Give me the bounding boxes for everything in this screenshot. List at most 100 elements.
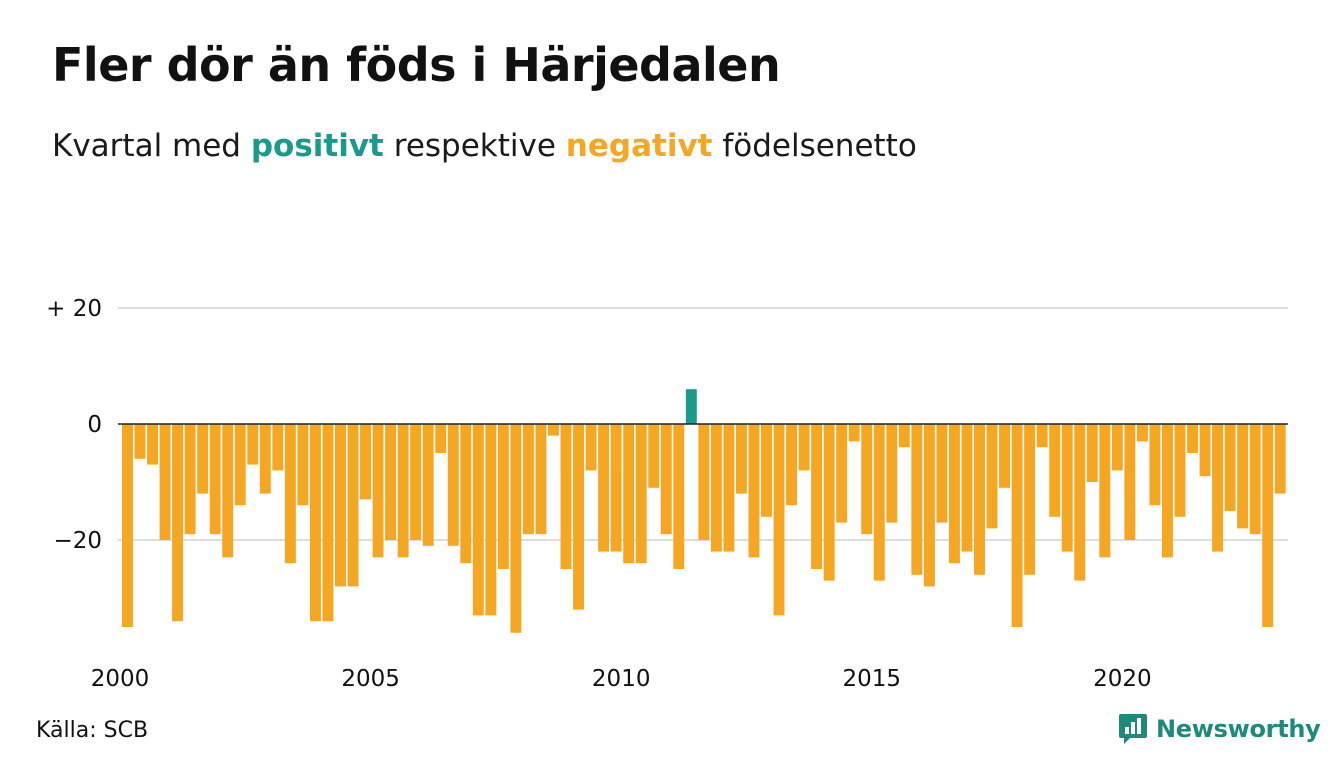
bar-negative [936,424,948,523]
bar-negative [1174,424,1186,517]
brand-name: Newsworthy [1156,715,1321,743]
bar-negative [610,424,622,552]
bar-negative [234,424,246,506]
bar-negative [1024,424,1036,575]
bar-negative [385,424,397,540]
bar-negative [284,424,296,564]
bar-negative [472,424,484,616]
bar-negative [497,424,509,569]
bar-negative [134,424,146,459]
bar-negative [360,424,371,500]
bar-negative [197,424,209,494]
bar-negative [435,424,447,453]
x-tick-label: 2015 [843,666,902,692]
bar-negative [209,424,221,535]
bar-negative [560,424,572,569]
bar-negative [811,424,823,569]
bar-negative [397,424,409,558]
bar-negative [886,424,898,523]
brand-logo[interactable]: Newsworthy [1118,712,1321,746]
bar-chart-speech-bubble-icon [1119,714,1147,744]
subtitle-middle: respektive [393,128,556,164]
subtitle-suffix: födelsenetto [722,128,917,164]
axis-layer: + 20 0 −20 2000 2005 2010 2015 2020 [46,296,1288,692]
bar-negative [735,424,747,494]
bar-negative [948,424,960,564]
chart-title: Fler dör än föds i Härjedalen [52,38,781,92]
bar-negative [1212,424,1224,552]
subtitle-negative-keyword: negativt [565,128,713,164]
bar-negative [259,424,271,494]
bar-negative [898,424,910,448]
subtitle-positive-keyword: positivt [250,128,384,164]
bar-negative [1111,424,1123,471]
bar-negative [1011,424,1023,627]
bar-negative [172,424,184,622]
bar-negative [1237,424,1249,529]
bar-negative [598,424,610,552]
bar-negative [272,424,284,471]
bar-negative [322,424,334,622]
subtitle-prefix: Kvartal med [52,128,241,164]
bar-negative [522,424,534,535]
bar-negative [1061,424,1073,552]
bars-layer [122,389,1286,633]
bar-negative [122,424,133,627]
bar-negative [773,424,785,616]
bar-negative [485,424,497,616]
bar-negative [861,424,873,535]
bar-negative [422,424,434,546]
bar-chart: + 20 0 −20 2000 2005 2010 2015 2020 [46,296,1288,692]
bar-negative [222,424,234,558]
bar-negative [573,424,585,610]
bar-negative [823,424,835,581]
bar-negative [723,424,735,552]
bar-negative [761,424,772,517]
bar-negative [297,424,309,506]
bar-negative [648,424,660,488]
bar-negative [961,424,973,552]
bar-negative [1124,424,1136,540]
y-tick-label: + 20 [46,296,102,322]
bar-negative [1187,424,1198,453]
bar-negative [1161,424,1173,558]
bar-negative [335,424,346,587]
bar-negative [710,424,722,552]
bar-negative [1074,424,1086,581]
x-tick-label: 2010 [592,666,651,692]
bar-negative [510,424,522,633]
bar-negative [372,424,384,558]
bar-negative [786,424,798,506]
bar-negative [184,424,196,535]
bar-negative [410,424,422,540]
bar-negative [1099,424,1111,558]
bar-negative [911,424,923,575]
bar-negative [535,424,547,535]
x-tick-label: 2005 [341,666,400,692]
bar-negative [748,424,760,558]
bar-negative [1086,424,1098,482]
chart-subtitle: Kvartal med positivt respektive negativt… [52,128,917,164]
bar-negative [147,424,158,465]
bar-negative [660,424,672,535]
bar-negative [1262,424,1274,627]
bar-negative [798,424,810,471]
bar-negative [974,424,985,575]
y-tick-label: 0 [87,412,102,438]
bar-negative [159,424,171,540]
y-tick-label: −20 [53,528,102,554]
bar-negative [999,424,1011,488]
bar-negative [1249,424,1261,535]
bar-negative [986,424,998,529]
bar-negative [836,424,848,523]
bar-positive [685,389,697,424]
bar-negative [635,424,647,564]
bar-negative [873,424,885,581]
bar-negative [848,424,860,442]
bar-negative [698,424,710,540]
bar-negative [1036,424,1048,448]
bar-negative [309,424,321,622]
bar-negative [1199,424,1211,477]
bar-negative [447,424,459,546]
source-note: Källa: SCB [36,718,149,743]
